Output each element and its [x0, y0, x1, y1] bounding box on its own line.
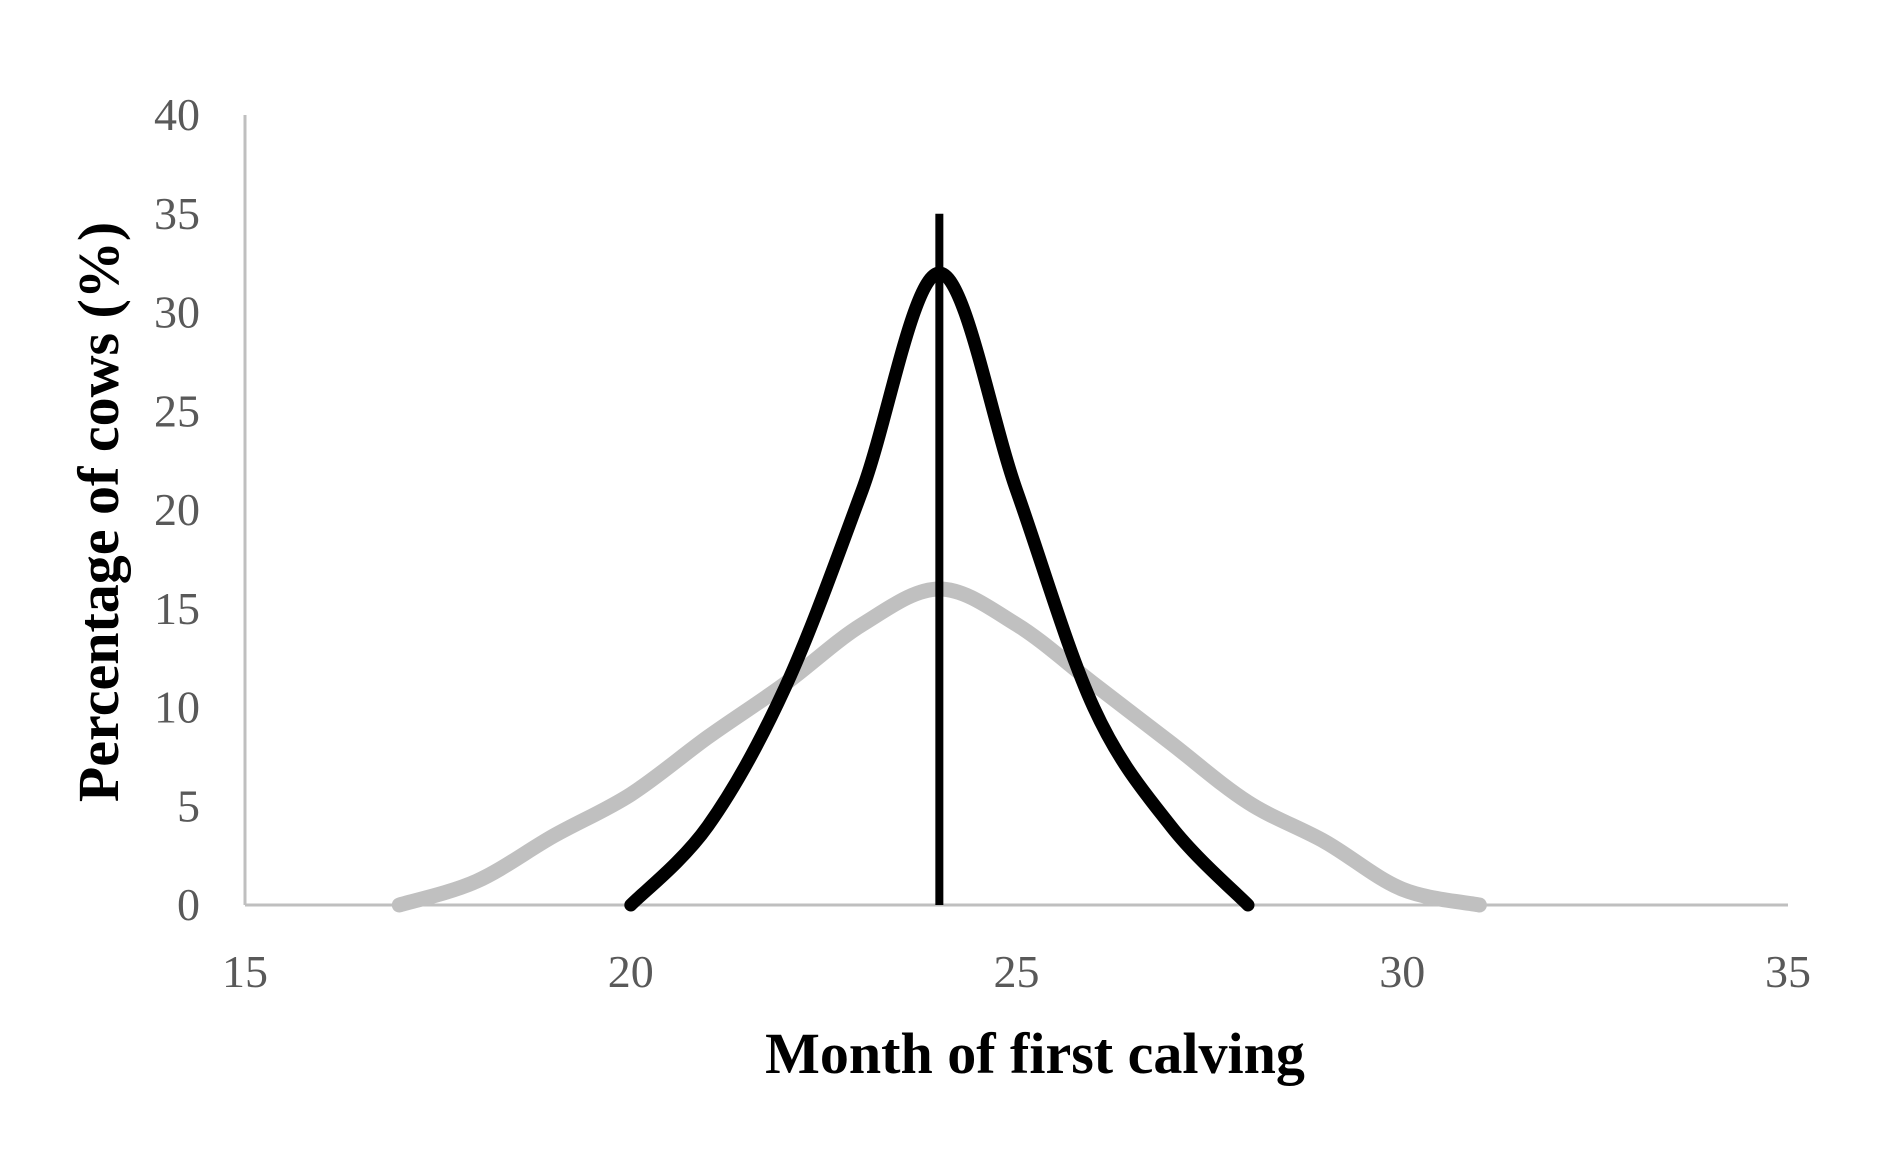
y-tick-label: 25	[154, 385, 200, 436]
axes	[243, 115, 1788, 907]
x-tick-label: 30	[1379, 946, 1425, 997]
y-tick-label: 20	[154, 484, 200, 535]
x-tick-label: 20	[608, 946, 654, 997]
y-tick-label: 30	[154, 287, 200, 338]
y-tick-label: 0	[177, 879, 200, 930]
x-tick-label: 35	[1765, 946, 1811, 997]
y-tick-label: 35	[154, 188, 200, 239]
y-tick-label: 40	[154, 89, 200, 140]
y-tick-label: 10	[154, 682, 200, 733]
series-group	[391, 213, 1487, 913]
x-tick-label: 25	[994, 946, 1040, 997]
x-tick-label: 15	[222, 946, 268, 997]
y-tick-label: 5	[177, 780, 200, 831]
y-tick-label: 15	[154, 583, 200, 634]
y-axis-title: Percentage of cows (%)	[66, 222, 131, 802]
tick-labels: 0 5 10 15 20 25 30 35 40 15 20 25 30 35	[154, 89, 1811, 997]
x-axis-title: Month of first calving	[765, 1021, 1305, 1086]
